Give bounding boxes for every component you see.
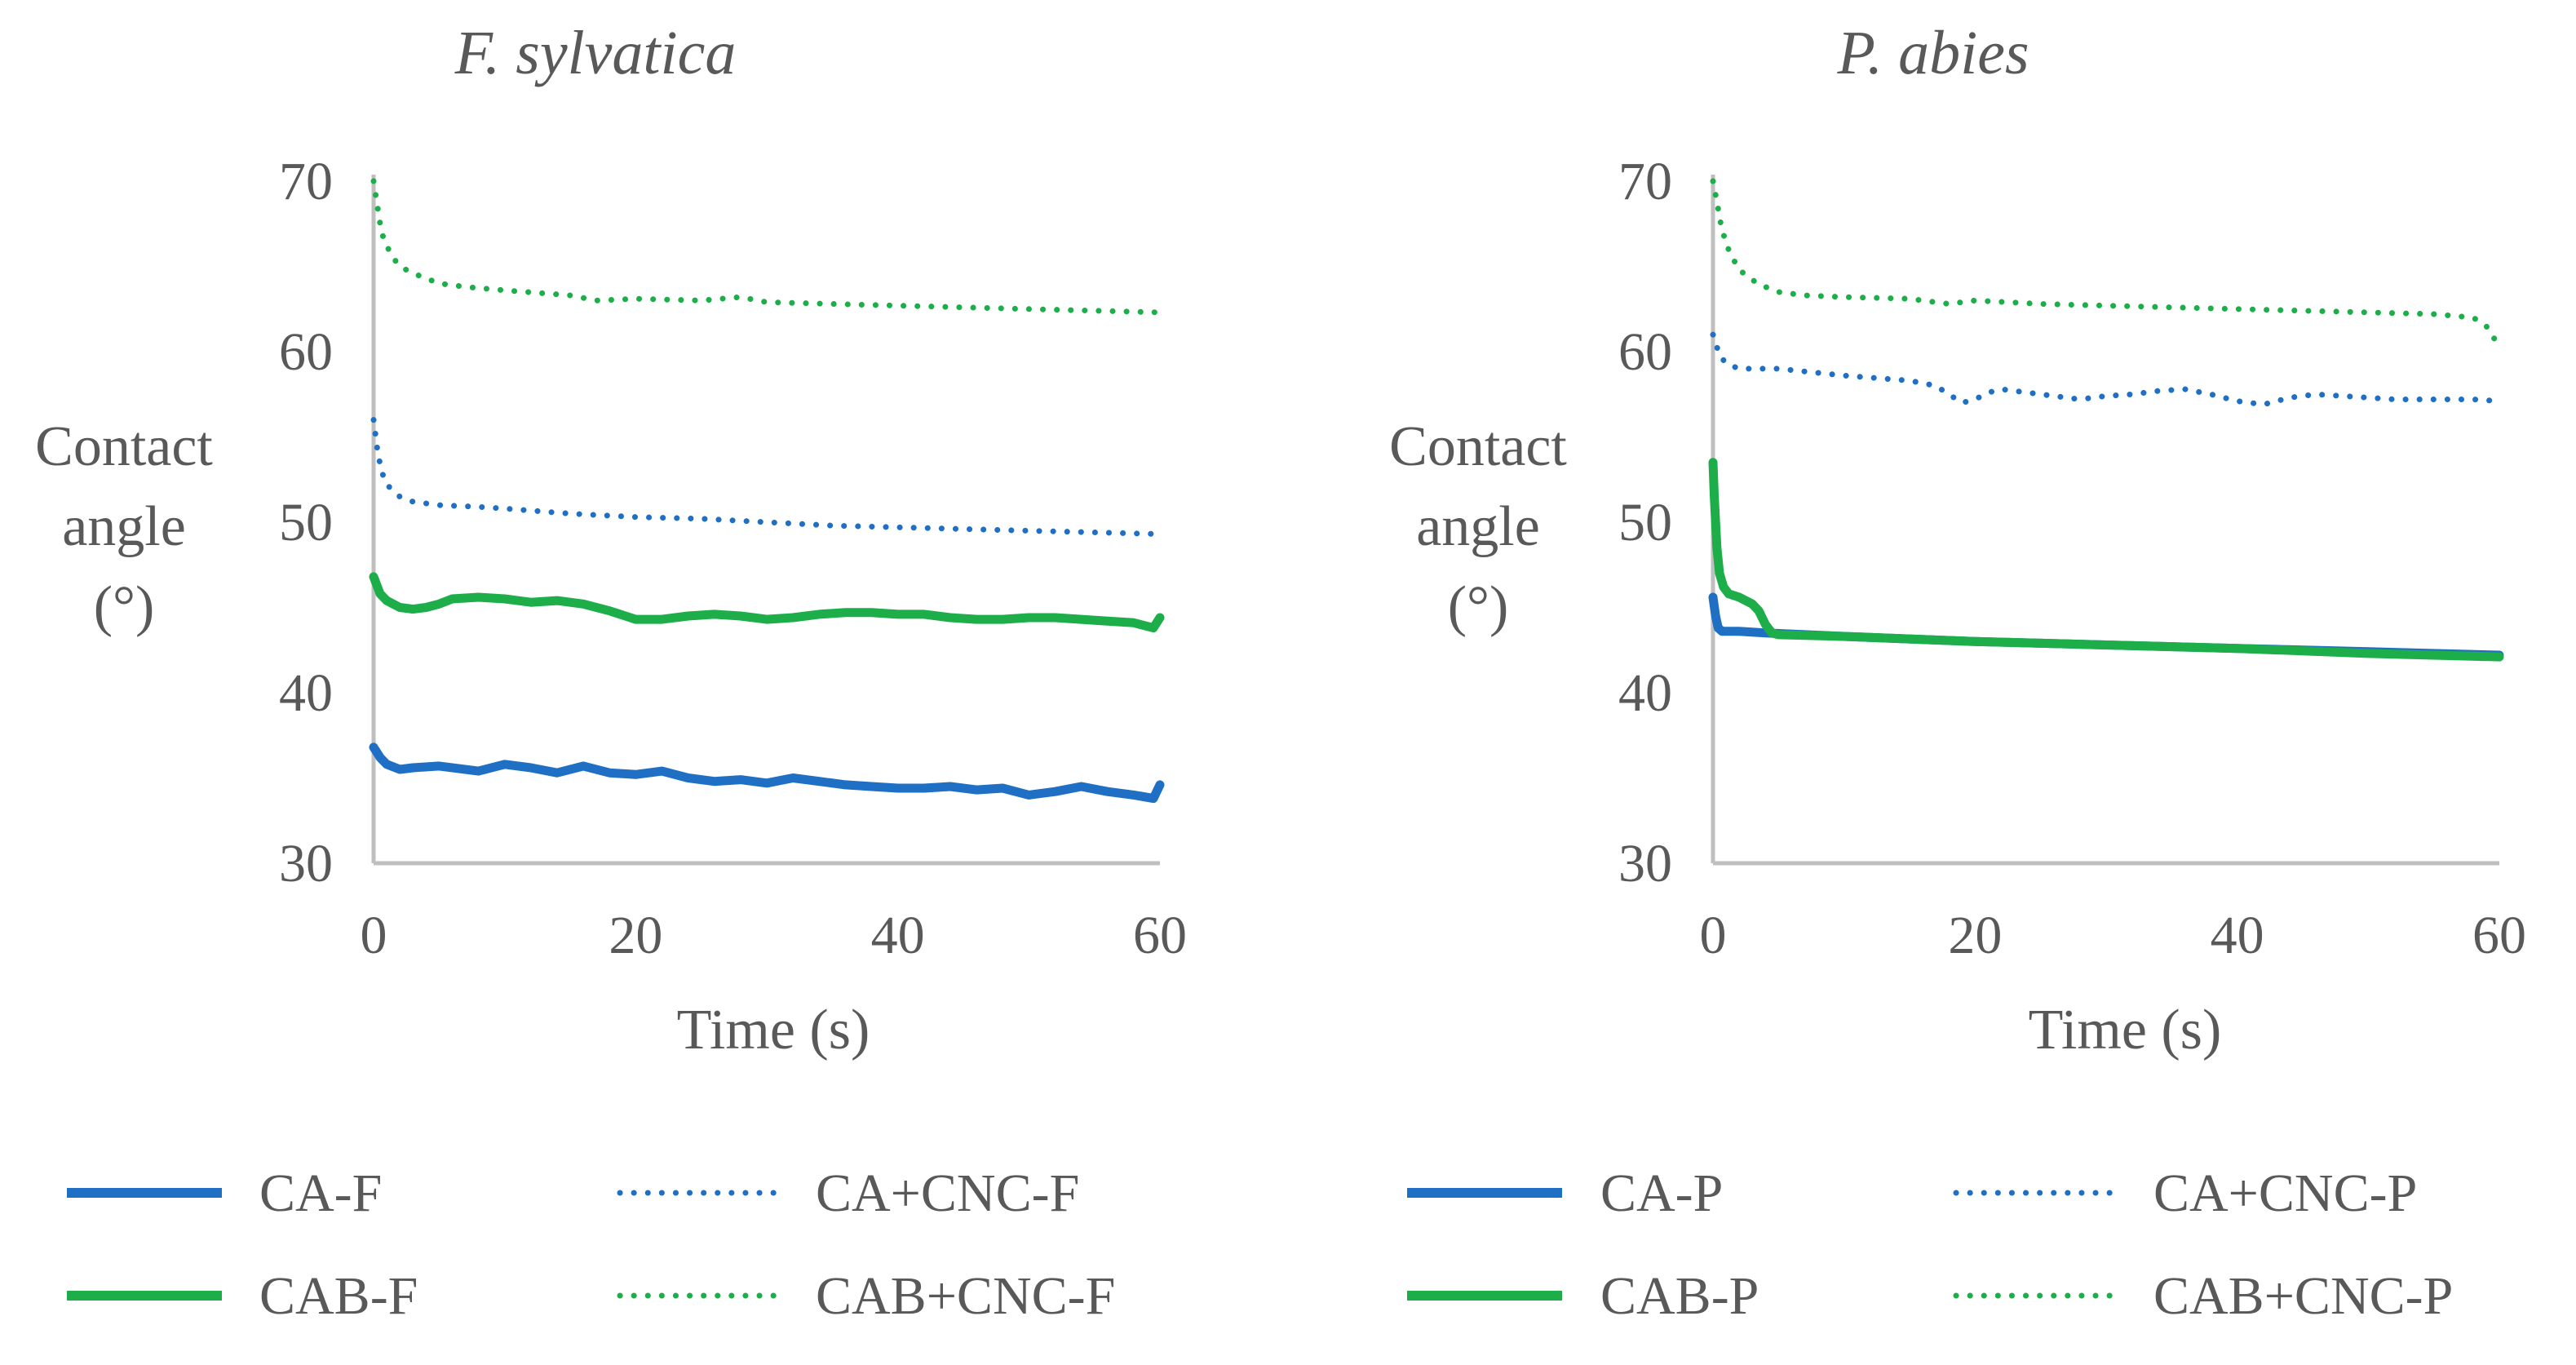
y-axis-label-line-3: (°)	[94, 575, 155, 638]
tick-labels: 30 40 50 60 70 0 20 40 60	[1618, 152, 2526, 965]
legend-item-ca-plus-cnc-f: CA+CNC-F	[617, 1163, 1079, 1223]
x-tick-label: 60	[2472, 906, 2526, 965]
plot-area	[369, 175, 1165, 866]
y-tick-label: 30	[1618, 834, 1672, 893]
y-axis-label-line-2: angle	[1416, 495, 1540, 558]
legend-item-cab-plus-cnc-f: CAB+CNC-F	[617, 1266, 1115, 1326]
y-axis-label-line-1: Contact	[35, 415, 213, 478]
series-line-ca-plus-cnc-f	[370, 417, 1163, 538]
legend-item-cab-f: CAB-F	[67, 1266, 418, 1326]
y-axis-label-line-2: angle	[62, 495, 186, 558]
series-line-ca-f	[369, 742, 1165, 804]
x-tick-label: 0	[1700, 906, 1727, 965]
y-tick-label: 70	[1618, 152, 1672, 211]
legend-label: CA-F	[259, 1163, 382, 1223]
series-line-cab-plus-cnc-p	[1710, 178, 2503, 350]
legend-p-abies: CA-P CA+CNC-P CAB-P CAB+CNC-P	[1407, 1163, 2453, 1326]
x-axis-label: Time (s)	[2029, 999, 2222, 1061]
legend-f-sylvatica: CA-F CA+CNC-F CAB-F CAB+CNC-F	[67, 1163, 1115, 1326]
chart-f-sylvatica: F. sylvatica Contact angle (°) Time (s) …	[35, 19, 1187, 1061]
x-tick-label: 20	[609, 906, 662, 965]
series-line-cab-f	[369, 572, 1165, 633]
chart-title: P. abies	[1836, 19, 2029, 87]
legend-item-ca-f: CA-F	[67, 1163, 382, 1223]
y-tick-label: 40	[279, 663, 333, 723]
x-tick-label: 20	[1948, 906, 2002, 965]
x-tick-label: 0	[361, 906, 387, 965]
chart-p-abies: P. abies Contact angle (°) Time (s) 30 40…	[1389, 19, 2526, 1061]
y-tick-label: 60	[1618, 322, 1672, 382]
legend-label: CA+CNC-F	[816, 1163, 1079, 1223]
legend-label: CAB+CNC-P	[2153, 1266, 2453, 1326]
x-axis-label: Time (s)	[677, 999, 870, 1061]
tick-labels: 30 40 50 60 70 0 20 40 60	[279, 152, 1187, 965]
x-tick-label: 40	[871, 906, 925, 965]
legend-item-ca-p: CA-P	[1407, 1163, 1723, 1223]
y-tick-label: 50	[279, 493, 333, 552]
plot-area	[1708, 175, 2504, 866]
y-tick-label: 30	[279, 834, 333, 893]
y-tick-label: 40	[1618, 663, 1672, 723]
chart-title: F. sylvatica	[454, 19, 737, 87]
series-line-ca-plus-cnc-p	[1710, 331, 2503, 408]
legend-label: CA+CNC-P	[2153, 1163, 2417, 1223]
y-tick-label: 50	[1618, 493, 1672, 552]
legend-label: CAB+CNC-F	[816, 1266, 1115, 1326]
legend-label: CAB-F	[259, 1266, 418, 1326]
legend-label: CA-P	[1600, 1163, 1723, 1223]
y-tick-label: 60	[279, 322, 333, 382]
legend-item-cab-plus-cnc-p: CAB+CNC-P	[1953, 1266, 2453, 1326]
series-line-cab-plus-cnc-f	[370, 178, 1163, 316]
y-axis-label-line-3: (°)	[1448, 575, 1509, 638]
legend-item-ca-plus-cnc-p: CA+CNC-P	[1953, 1163, 2417, 1223]
x-tick-label: 40	[2211, 906, 2264, 965]
series-line-cab-p	[1708, 458, 2504, 662]
legend-label: CAB-P	[1600, 1266, 1759, 1326]
y-axis-label-line-1: Contact	[1389, 415, 1567, 478]
legend-item-cab-p: CAB-P	[1407, 1266, 1759, 1326]
y-tick-label: 70	[279, 152, 333, 211]
x-tick-label: 60	[1133, 906, 1187, 965]
